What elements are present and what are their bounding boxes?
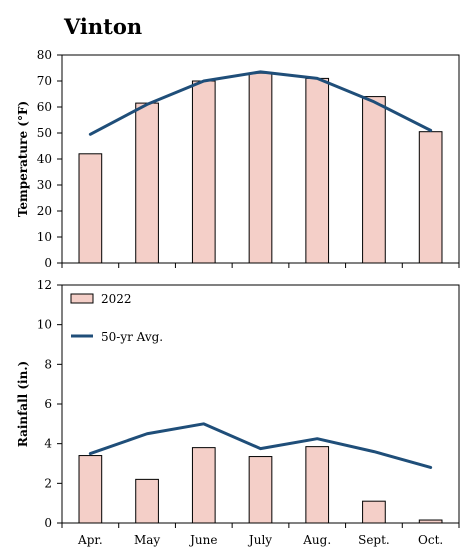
x-tick-label: Sept. <box>358 533 390 547</box>
y-tick-label: 12 <box>37 278 52 292</box>
bar-oct <box>418 131 443 264</box>
y-axis-label: Temperature (°F) <box>16 101 30 217</box>
y-tick-label: 8 <box>44 357 52 371</box>
y-tick-label: 80 <box>37 48 52 62</box>
chart-panel-2: 0 2 4 6 8 10 12 Rainfall (in.) Apr. May June July Au… <box>16 278 460 547</box>
y-tick-label: 2 <box>44 476 52 490</box>
y-tick-label: 0 <box>44 516 52 530</box>
y-tick-label: 10 <box>37 230 52 244</box>
x-tick-label: July <box>247 533 272 547</box>
bar-oct <box>418 519 443 524</box>
bar-apr <box>78 153 103 264</box>
bar-aug <box>305 77 330 264</box>
bar-apr <box>78 455 103 524</box>
chart-panel-1: 0 10 20 30 40 50 60 70 80 Temperature (°F) <box>16 48 460 270</box>
bar-july <box>248 72 273 264</box>
y-tick-label: 40 <box>37 152 52 166</box>
y-tick-label: 10 <box>37 318 52 332</box>
x-tick-label: May <box>134 533 160 547</box>
legend: 2022 50-yr Avg. <box>70 292 163 344</box>
y-tick-label: 6 <box>44 397 52 411</box>
legend-bar-swatch <box>70 293 94 304</box>
chart-title: Vinton <box>64 14 143 39</box>
x-tick-label: Oct. <box>418 533 443 547</box>
legend-label: 50-yr Avg. <box>101 330 163 344</box>
y-tick-label: 0 <box>44 256 52 270</box>
x-tick-label: June <box>188 533 217 547</box>
x-tick-label: Apr. <box>77 533 103 547</box>
y-axis-label: Rainfall (in.) <box>16 361 30 447</box>
x-tick-label: Aug. <box>302 533 331 547</box>
bar-aug <box>305 446 330 524</box>
legend-label: 2022 <box>101 292 132 306</box>
y-tick-label: 60 <box>37 100 52 114</box>
y-tick-label: 70 <box>37 74 52 88</box>
bar-may <box>135 102 159 264</box>
bar-sept <box>362 96 386 264</box>
bar-june <box>191 80 216 264</box>
y-tick-label: 4 <box>44 437 52 451</box>
y-tick-label: 50 <box>37 126 52 140</box>
bar-may <box>135 478 159 524</box>
bar-june <box>191 447 216 524</box>
bar-sept <box>362 500 386 524</box>
y-tick-label: 30 <box>37 178 52 192</box>
y-tick-label: 20 <box>37 204 52 218</box>
bar-july <box>248 456 273 524</box>
